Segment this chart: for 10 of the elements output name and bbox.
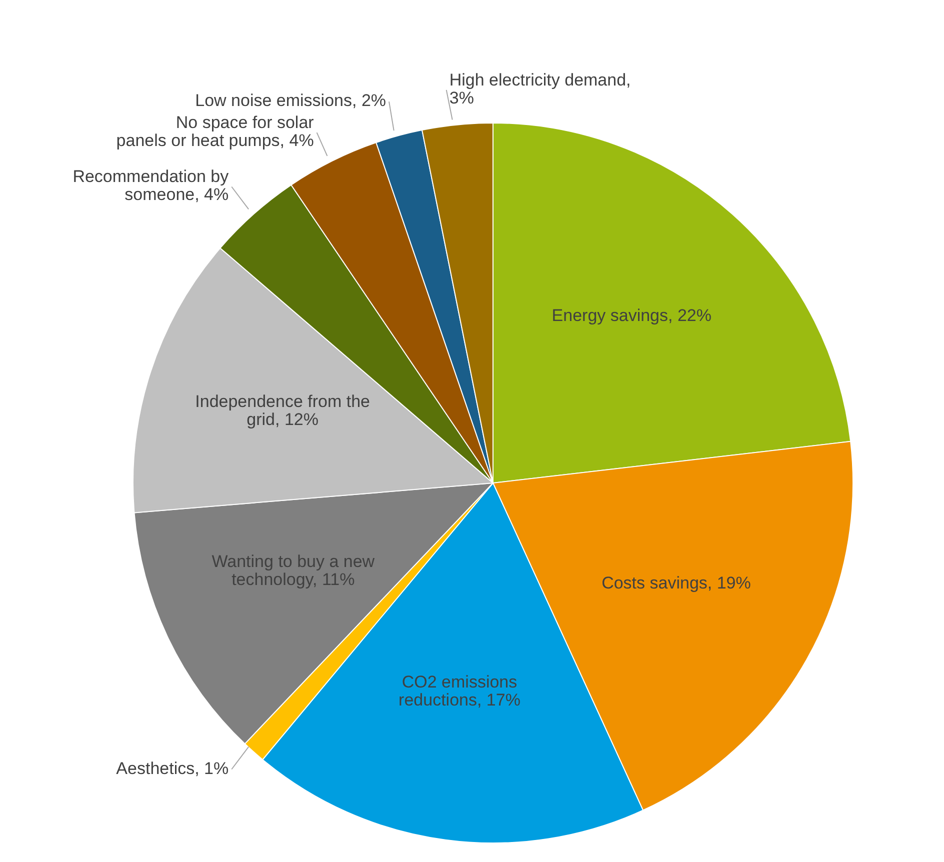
slice-label: High electricity demand, 3% [449,70,631,108]
slice-label: Aesthetics, 1% [116,758,229,778]
slice-label: Costs savings, 19% [602,573,751,592]
slice-label: Independence from the grid, 12% [195,392,370,429]
slice-label: Low noise emissions, 2% [195,91,386,110]
slice-label: CO2 emissions reductions, 17% [398,672,520,710]
slice-label: Recommendation by someone, 4% [72,167,230,204]
slice-label: Energy savings, 22% [552,306,712,326]
slice-label: No space for solar panels or heat pumps, 4% [116,113,314,150]
slice-label: Wanting to buy a new technology, 11% [212,552,376,589]
